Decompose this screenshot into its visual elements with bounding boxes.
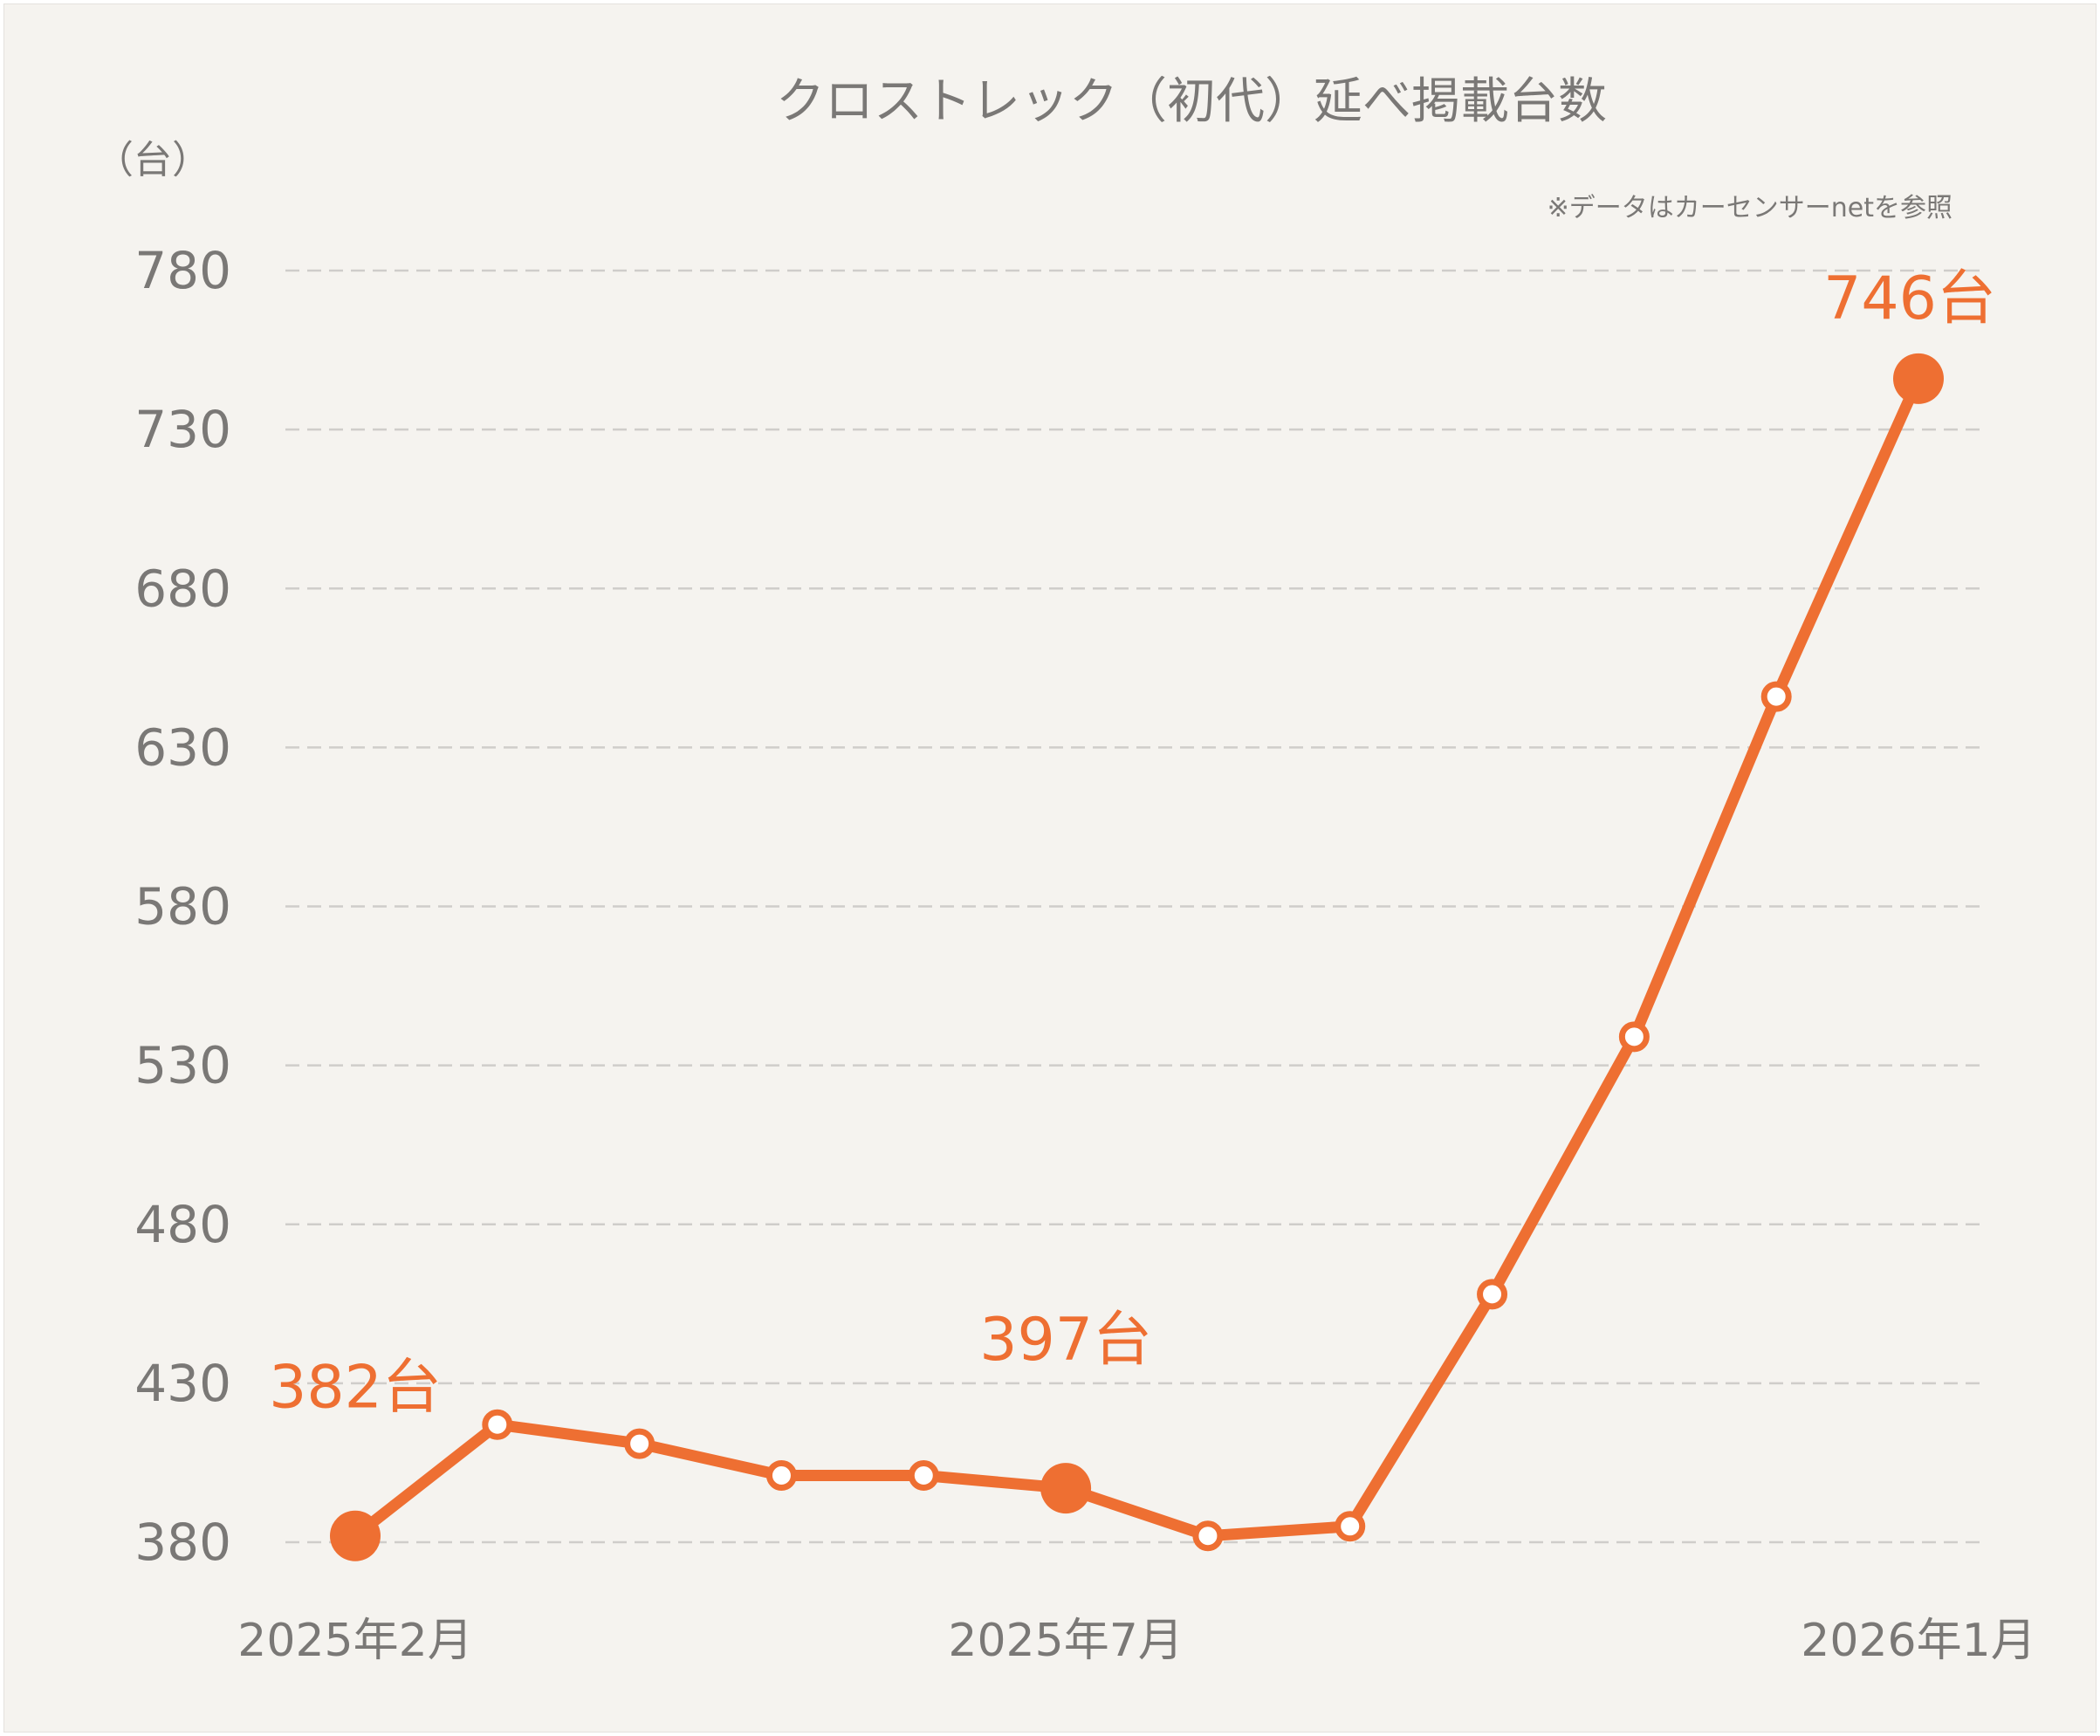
- x-tick-label: 2025年2月: [237, 1615, 472, 1667]
- x-tick-label: 2026年1月: [1801, 1615, 2035, 1667]
- data-label: 746台: [1823, 264, 1996, 333]
- data-point: [482, 1409, 513, 1440]
- data-point: [765, 1460, 797, 1492]
- chart-background: [3, 3, 2097, 1733]
- y-tick-label: 680: [134, 559, 231, 618]
- y-tick-label: 480: [134, 1195, 231, 1254]
- highlight-point: [1893, 353, 1944, 404]
- y-tick-label: 430: [134, 1354, 231, 1413]
- data-point: [1618, 1021, 1650, 1053]
- y-tick-label: 380: [134, 1513, 231, 1572]
- y-tick-label: 630: [134, 717, 231, 777]
- y-tick-label: 530: [134, 1036, 231, 1095]
- y-tick-label: 780: [134, 241, 231, 300]
- data-point: [1335, 1511, 1366, 1542]
- source-note: ※データはカーセンサーnetを参照: [1548, 193, 1952, 223]
- series-line: [349, 373, 1925, 1542]
- data-label: 397台: [979, 1306, 1152, 1375]
- data-label: 382台: [269, 1354, 442, 1423]
- data-point: [908, 1460, 939, 1492]
- data-point: [1192, 1520, 1224, 1552]
- data-point: [624, 1428, 655, 1459]
- data-point: [1477, 1279, 1508, 1310]
- highlight-point: [330, 1510, 381, 1561]
- x-tick-label: 2025年7月: [948, 1615, 1183, 1667]
- data-point: [1760, 681, 1792, 712]
- chart-title: クロストレック（初代）延べ掲載台数: [776, 73, 1607, 130]
- y-tick-label: 580: [134, 877, 231, 937]
- y-tick-label: 730: [134, 400, 231, 459]
- y-axis-label: （台）: [95, 138, 210, 182]
- highlight-point: [1040, 1463, 1092, 1514]
